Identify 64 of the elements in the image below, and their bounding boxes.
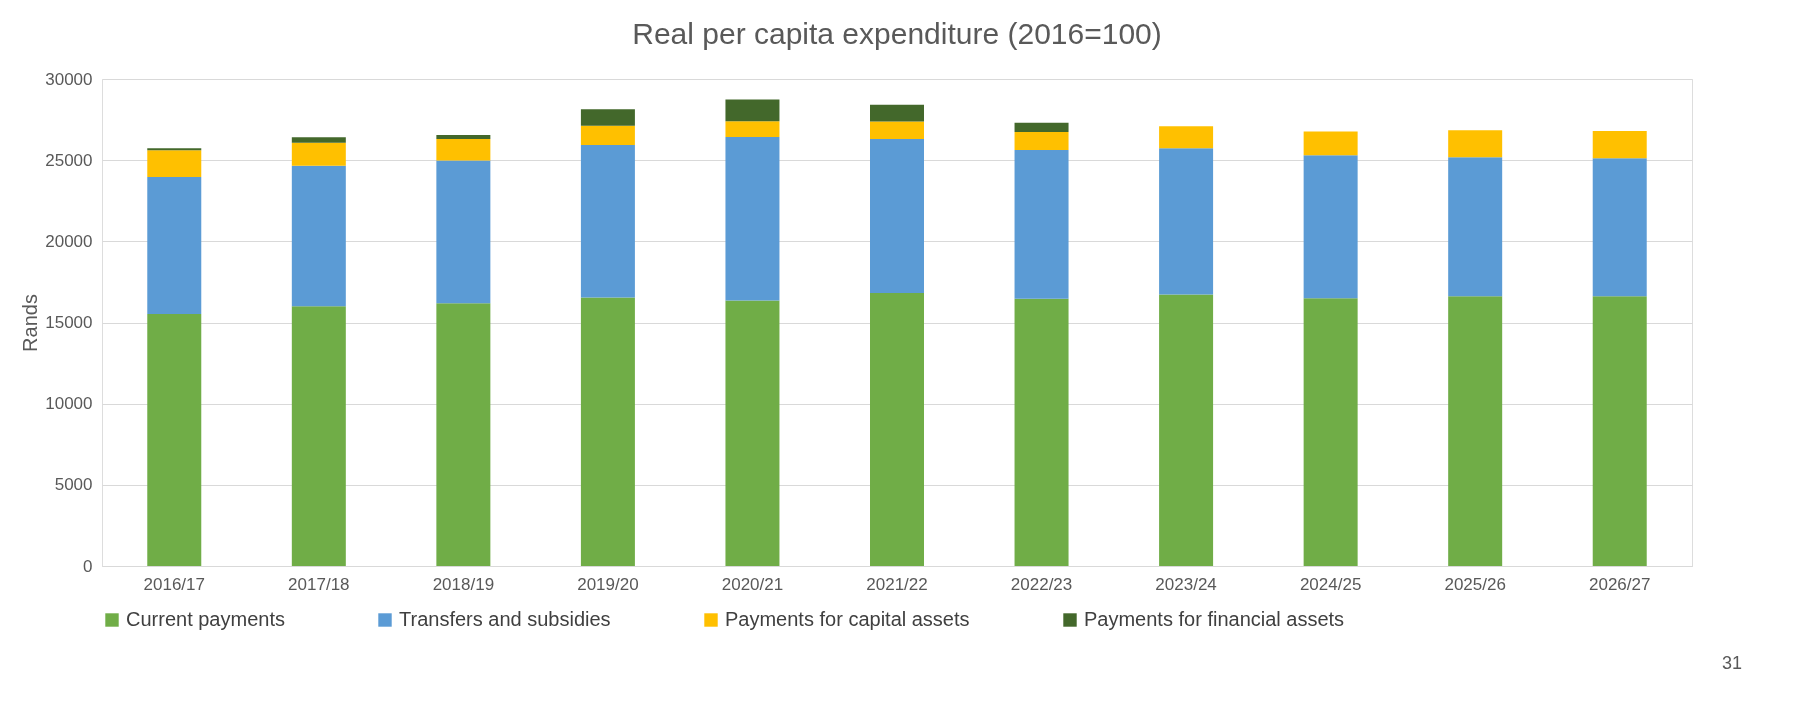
- bar: [725, 121, 780, 137]
- bar: [436, 160, 491, 304]
- y-tick-label: 30000: [45, 69, 93, 89]
- bar: [1159, 294, 1214, 566]
- chart-title: Real per capita expenditure (2016=100): [632, 17, 1162, 50]
- bar: [1159, 148, 1214, 295]
- y-tick-label: 5000: [54, 475, 93, 495]
- bar: [580, 297, 635, 566]
- bar: [725, 136, 780, 301]
- x-tick-label: 2026/27: [1589, 574, 1651, 594]
- bar: [291, 306, 346, 566]
- bar: [1303, 131, 1358, 156]
- x-tick-label: 2025/26: [1444, 574, 1506, 594]
- y-tick-label: 20000: [45, 231, 93, 251]
- legend-label: Transfers and subsidies: [399, 608, 611, 630]
- bar: [1014, 131, 1069, 151]
- bar: [1592, 131, 1647, 159]
- bar: [580, 125, 635, 146]
- legend-label: Payments for financial assets: [1084, 608, 1345, 630]
- bar: [1303, 155, 1358, 299]
- y-axis-title: Rands: [19, 294, 42, 352]
- bar: [1448, 130, 1503, 158]
- bar: [1014, 150, 1069, 299]
- bar: [580, 145, 635, 298]
- bar: [1303, 298, 1358, 566]
- y-tick-label: 15000: [45, 313, 93, 332]
- y-tick-label: 25000: [45, 150, 93, 170]
- bar: [1592, 296, 1647, 566]
- bar: [870, 139, 924, 293]
- y-tick-label: 10000: [45, 394, 93, 414]
- bar: [725, 300, 780, 566]
- bar: [1592, 158, 1647, 297]
- x-tick-label: 2020/21: [721, 574, 784, 594]
- bar: [725, 99, 780, 122]
- y-tick-label: 0: [83, 556, 93, 576]
- bar: [1014, 298, 1069, 566]
- bar: [580, 109, 635, 126]
- x-tick-label: 2024/25: [1299, 574, 1362, 594]
- x-tick-label: 2016/17: [143, 574, 205, 594]
- bar: [291, 165, 346, 307]
- bar: [1014, 122, 1069, 132]
- bar: [436, 303, 491, 566]
- text: 31: [1721, 653, 1742, 673]
- bar: [291, 137, 346, 143]
- bar: [870, 104, 924, 122]
- x-tick-label: 2022/23: [1010, 574, 1073, 594]
- bar: [1448, 296, 1503, 566]
- bar: [1159, 126, 1214, 149]
- x-tick-label: 2019/20: [577, 574, 639, 594]
- bar: [291, 142, 346, 166]
- x-tick-label: 2017/18: [288, 574, 350, 594]
- legend-label: Current payments: [126, 608, 285, 630]
- x-tick-label: 2018/19: [432, 574, 495, 594]
- x-tick-label: 2023/24: [1155, 574, 1217, 594]
- bar: [147, 150, 202, 178]
- x-tick-label: 2021/22: [866, 574, 928, 594]
- legend-label: Payments for capital assets: [725, 608, 970, 630]
- bar: [436, 135, 491, 139]
- bar: [147, 177, 202, 315]
- bar: [1448, 157, 1503, 297]
- bar: [870, 292, 924, 566]
- bar: [870, 121, 924, 140]
- bar: [147, 314, 202, 566]
- bar: [436, 138, 491, 161]
